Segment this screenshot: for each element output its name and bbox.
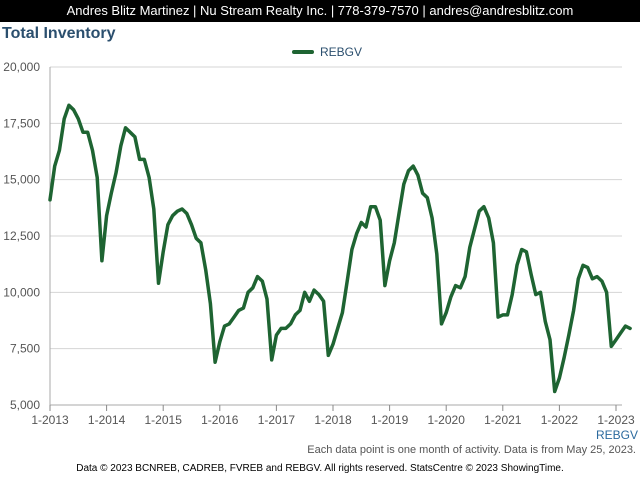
x-tick-label: 1-2016 — [201, 413, 239, 427]
x-tick-label: 1-2021 — [484, 413, 522, 427]
x-tick-label: 1-2018 — [314, 413, 352, 427]
y-tick-label: 7,500 — [10, 342, 40, 356]
series-line-rebgv[interactable] — [48, 103, 632, 394]
axes — [49, 67, 622, 406]
x-tick-label: 1-2017 — [258, 413, 296, 427]
contact-header-bar: Andres Blitz Martinez | Nu Stream Realty… — [0, 0, 640, 22]
x-axis-range-label[interactable]: REBGV — [595, 428, 638, 442]
y-tick-label: 20,000 — [3, 60, 40, 74]
x-tick-label: 1-2022 — [541, 413, 579, 427]
data-note: Each data point is one month of activity… — [307, 444, 636, 456]
y-tick-label: 15,000 — [3, 173, 40, 187]
chart-legend[interactable]: REBGV — [292, 45, 362, 59]
x-tick-label: 1-2015 — [145, 413, 183, 427]
y-axis-ticks: 5,000 7,500 10,000 12,500 15,000 17,500 20,000 — [3, 60, 40, 412]
copyright-footer: Data © 2023 BCNREB, CADREB, FVREB and RE… — [76, 463, 564, 474]
x-tick-label: 1-2019 — [371, 413, 409, 427]
contact-text: Andres Blitz Martinez | Nu Stream Realty… — [66, 3, 574, 18]
x-tick-label: 1-2023 — [597, 413, 635, 427]
x-tick-label: 1-2013 — [31, 413, 69, 427]
chart-title: Total Inventory — [2, 25, 116, 42]
series-layer — [48, 103, 632, 394]
x-tick-label: 1-2020 — [428, 413, 466, 427]
grid-lines — [50, 66, 622, 350]
y-tick-label: 10,000 — [3, 285, 40, 299]
y-tick-label: 12,500 — [3, 229, 40, 243]
legend-swatch — [292, 50, 314, 54]
y-tick-label: 5,000 — [10, 398, 40, 412]
x-axis-ticks: 1-2013 1-2014 1-2015 1-2016 1-2017 1-2018 1-20… — [31, 405, 635, 427]
y-tick-label: 17,500 — [3, 116, 40, 130]
legend-label: REBGV — [320, 45, 363, 59]
x-tick-label: 1-2014 — [88, 413, 126, 427]
